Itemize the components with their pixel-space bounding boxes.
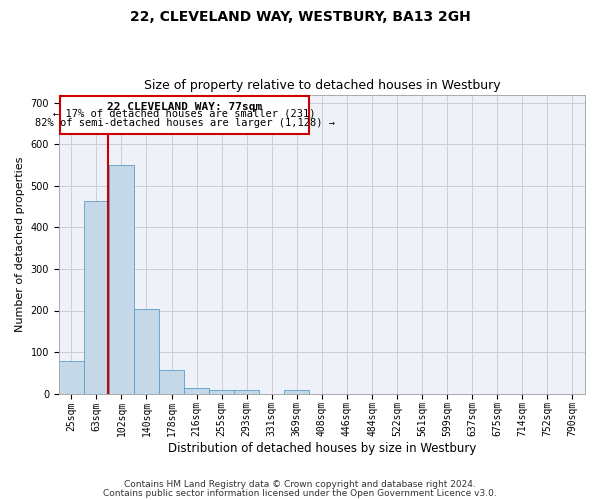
Text: Contains HM Land Registry data © Crown copyright and database right 2024.: Contains HM Land Registry data © Crown c… bbox=[124, 480, 476, 489]
Bar bbox=[159, 370, 184, 394]
Text: 22, CLEVELAND WAY, WESTBURY, BA13 2GH: 22, CLEVELAND WAY, WESTBURY, BA13 2GH bbox=[130, 10, 470, 24]
X-axis label: Distribution of detached houses by size in Westbury: Distribution of detached houses by size … bbox=[168, 442, 476, 455]
Bar bbox=[109, 164, 134, 394]
Y-axis label: Number of detached properties: Number of detached properties bbox=[15, 156, 25, 332]
Bar bbox=[284, 390, 310, 394]
Bar bbox=[209, 390, 234, 394]
Bar bbox=[234, 390, 259, 394]
Text: ← 17% of detached houses are smaller (231): ← 17% of detached houses are smaller (23… bbox=[53, 108, 316, 118]
Bar bbox=[59, 361, 84, 394]
Bar bbox=[84, 202, 109, 394]
Text: 82% of semi-detached houses are larger (1,128) →: 82% of semi-detached houses are larger (… bbox=[35, 118, 335, 128]
Bar bbox=[134, 309, 159, 394]
Title: Size of property relative to detached houses in Westbury: Size of property relative to detached ho… bbox=[143, 79, 500, 92]
Text: Contains public sector information licensed under the Open Government Licence v3: Contains public sector information licen… bbox=[103, 489, 497, 498]
Bar bbox=[184, 388, 209, 394]
Text: 22 CLEVELAND WAY: 77sqm: 22 CLEVELAND WAY: 77sqm bbox=[107, 102, 262, 112]
